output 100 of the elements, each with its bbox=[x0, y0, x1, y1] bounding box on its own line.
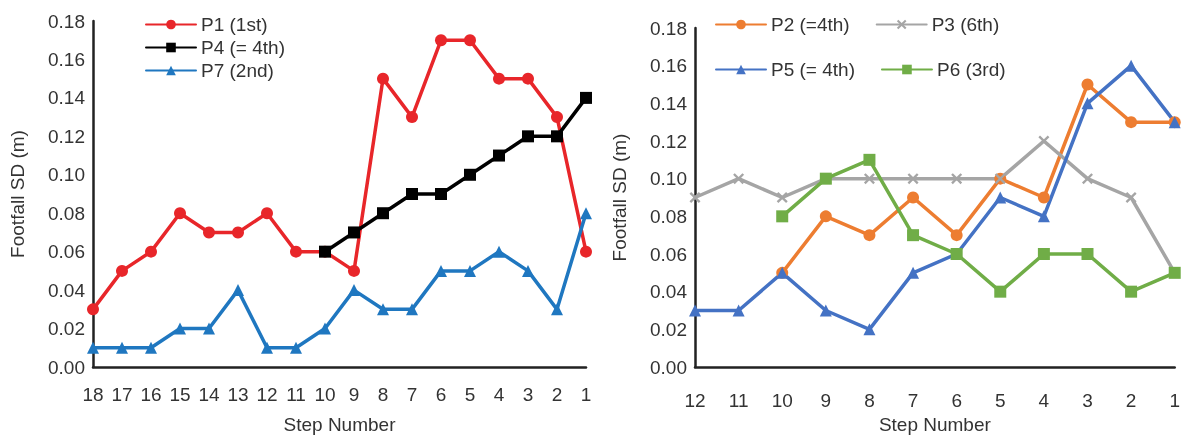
y-axis-title: Footfall SD (m) bbox=[609, 133, 630, 262]
x-tick-label: 9 bbox=[820, 390, 832, 411]
x-tick-label: 4 bbox=[1038, 390, 1050, 411]
x-tick-label: 1 bbox=[580, 384, 592, 405]
y-tick-label: 0.02 bbox=[48, 318, 85, 340]
y-tick-label: 0.14 bbox=[48, 87, 86, 109]
legend-label: P4 (= 4th) bbox=[201, 37, 285, 58]
legend-label: P3 (6th) bbox=[931, 14, 1000, 35]
legend-label: P6 (3rd) bbox=[936, 59, 1006, 80]
point bbox=[1125, 59, 1138, 72]
point bbox=[1125, 116, 1138, 129]
y-tick-label: 0.12 bbox=[48, 125, 85, 147]
x-tick-label: 8 bbox=[377, 384, 389, 405]
x-axis-title: Step Number bbox=[878, 414, 992, 435]
point bbox=[406, 111, 418, 124]
point bbox=[203, 322, 215, 335]
y-tick-label: 0.04 bbox=[650, 281, 688, 303]
x-tick-label: 12 bbox=[684, 390, 706, 411]
x-tick-label: 7 bbox=[907, 390, 919, 411]
point bbox=[464, 264, 476, 277]
y-tick-label: 0.18 bbox=[650, 17, 687, 39]
point bbox=[819, 304, 832, 317]
point bbox=[732, 304, 745, 317]
point bbox=[551, 111, 563, 124]
point bbox=[580, 245, 592, 258]
legend-label: P2 (=4th) bbox=[771, 14, 850, 35]
point bbox=[493, 245, 505, 258]
point bbox=[87, 303, 99, 316]
x-tick-label: 5 bbox=[994, 390, 1006, 411]
x-axis-title: Step Number bbox=[283, 414, 397, 435]
point bbox=[174, 207, 186, 220]
point bbox=[1125, 285, 1138, 298]
point bbox=[994, 191, 1007, 204]
x-tick-label: 17 bbox=[111, 384, 133, 405]
legend-label: P7 (2nd) bbox=[201, 60, 274, 81]
point bbox=[776, 210, 789, 223]
legend-label: P5 (= 4th) bbox=[771, 59, 855, 80]
point bbox=[863, 323, 876, 336]
y-tick-label: 0.00 bbox=[48, 356, 85, 378]
point bbox=[232, 284, 244, 297]
point bbox=[863, 153, 876, 166]
point bbox=[116, 264, 128, 277]
point bbox=[689, 192, 701, 203]
point bbox=[522, 130, 534, 143]
y-tick-label: 0.08 bbox=[48, 202, 85, 224]
y-tick-label: 0.16 bbox=[48, 48, 85, 70]
point bbox=[733, 173, 745, 185]
point bbox=[493, 72, 505, 85]
point bbox=[950, 229, 963, 242]
y-tick-label: 0.06 bbox=[48, 241, 85, 263]
x-tick-label: 1 bbox=[1169, 390, 1181, 411]
point bbox=[951, 173, 963, 185]
point bbox=[522, 264, 534, 277]
point bbox=[261, 341, 273, 354]
point bbox=[1038, 135, 1050, 147]
point bbox=[87, 341, 99, 354]
point bbox=[464, 34, 476, 47]
y-tick-label: 0.10 bbox=[650, 168, 687, 190]
point bbox=[863, 173, 875, 185]
point bbox=[174, 322, 186, 335]
y-tick-label: 0.02 bbox=[650, 318, 687, 340]
y-tick-label: 0.12 bbox=[650, 130, 687, 152]
point bbox=[907, 191, 920, 204]
x-tick-label: 2 bbox=[551, 384, 563, 405]
point bbox=[907, 173, 919, 185]
point bbox=[907, 266, 920, 279]
y-tick-label: 0.14 bbox=[650, 92, 688, 114]
point bbox=[203, 226, 215, 239]
point bbox=[290, 341, 302, 354]
point bbox=[116, 341, 128, 354]
x-tick-label: 4 bbox=[493, 384, 505, 405]
y-axis-title: Footfall SD (m) bbox=[7, 130, 28, 258]
point bbox=[551, 303, 563, 316]
point bbox=[1081, 97, 1094, 110]
point bbox=[348, 226, 360, 239]
point bbox=[994, 285, 1007, 298]
x-tick-label: 3 bbox=[1082, 390, 1093, 411]
point bbox=[580, 91, 592, 104]
point bbox=[1037, 191, 1050, 204]
point bbox=[1081, 248, 1094, 260]
legend-label: P1 (1st) bbox=[201, 14, 268, 35]
point bbox=[435, 34, 447, 47]
point bbox=[1037, 248, 1050, 260]
point bbox=[819, 210, 832, 223]
point bbox=[522, 72, 534, 85]
point bbox=[145, 245, 157, 258]
y-tick-label: 0.04 bbox=[48, 279, 86, 301]
y-tick-label: 0.18 bbox=[48, 10, 85, 32]
point bbox=[1037, 210, 1050, 223]
x-tick-label: 10 bbox=[314, 384, 336, 405]
point bbox=[261, 207, 273, 220]
x-tick-label: 7 bbox=[406, 384, 418, 405]
x-tick-label: 6 bbox=[435, 384, 447, 405]
point bbox=[493, 149, 505, 162]
point bbox=[435, 188, 447, 200]
y-tick-label: 0.16 bbox=[650, 55, 687, 77]
point bbox=[406, 188, 418, 200]
x-tick-label: 8 bbox=[864, 390, 875, 411]
x-tick-label: 5 bbox=[464, 384, 476, 405]
y-tick-label: 0.08 bbox=[650, 205, 687, 227]
